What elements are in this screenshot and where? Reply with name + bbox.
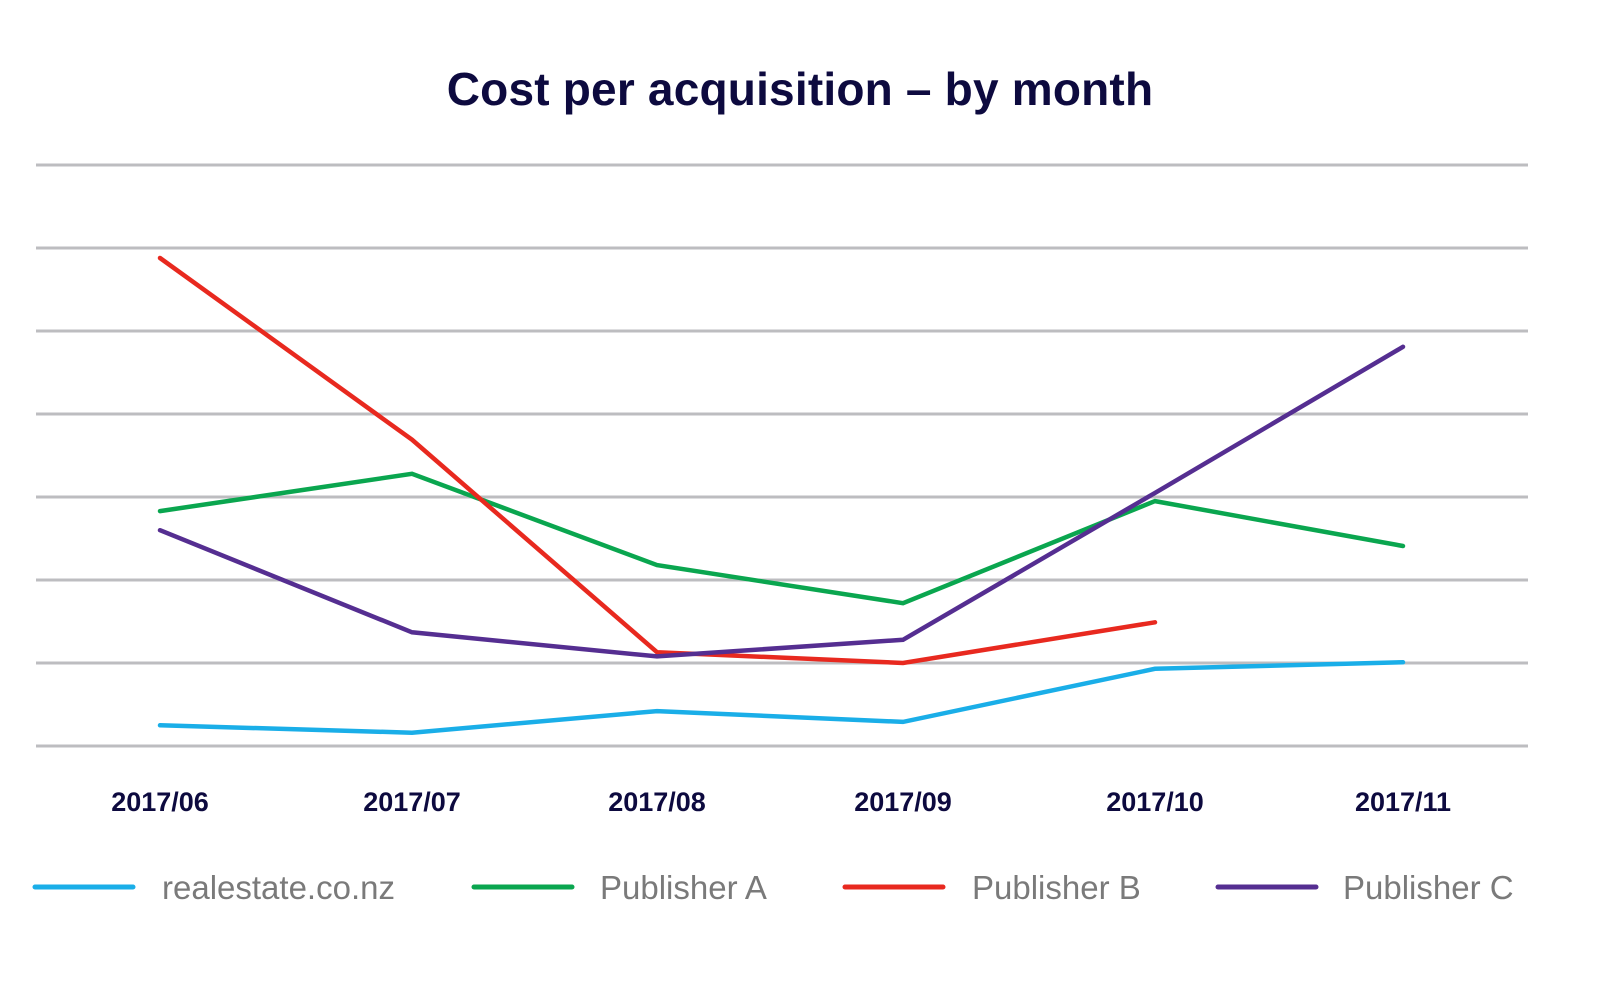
legend-item: Publisher B (842, 869, 1141, 906)
series-line-realestate-co-nz (157, 659, 1406, 735)
legend-item: realestate.co.nz (32, 869, 395, 906)
x-tick-label: 2017/08 (608, 787, 706, 817)
x-tick-label: 2017/06 (111, 787, 209, 817)
legend-item: Publisher C (1215, 869, 1514, 906)
chart-title: Cost per acquisition – by month (446, 63, 1154, 115)
legend-label: Publisher A (600, 869, 767, 906)
x-axis-ticks: 2017/06 2017/07 2017/08 2017/09 2017/10 2017/… (111, 787, 1451, 817)
series-line-publisher-b (157, 255, 1158, 666)
x-tick-label: 2017/07 (363, 787, 461, 817)
x-tick-label: 2017/11 (1355, 787, 1451, 817)
legend-label: Publisher C (1343, 869, 1514, 906)
x-tick-label: 2017/10 (1106, 787, 1204, 817)
legend-item: Publisher A (471, 869, 767, 906)
series-line-publisher-a (157, 471, 1406, 606)
legend: realestate.co.nz Publisher A Publisher B Pu… (32, 869, 1514, 906)
legend-label: Publisher B (972, 869, 1141, 906)
x-tick-label: 2017/09 (854, 787, 952, 817)
legend-label: realestate.co.nz (162, 869, 395, 906)
series-line-publisher-c (157, 344, 1406, 659)
series-lines (157, 255, 1406, 735)
